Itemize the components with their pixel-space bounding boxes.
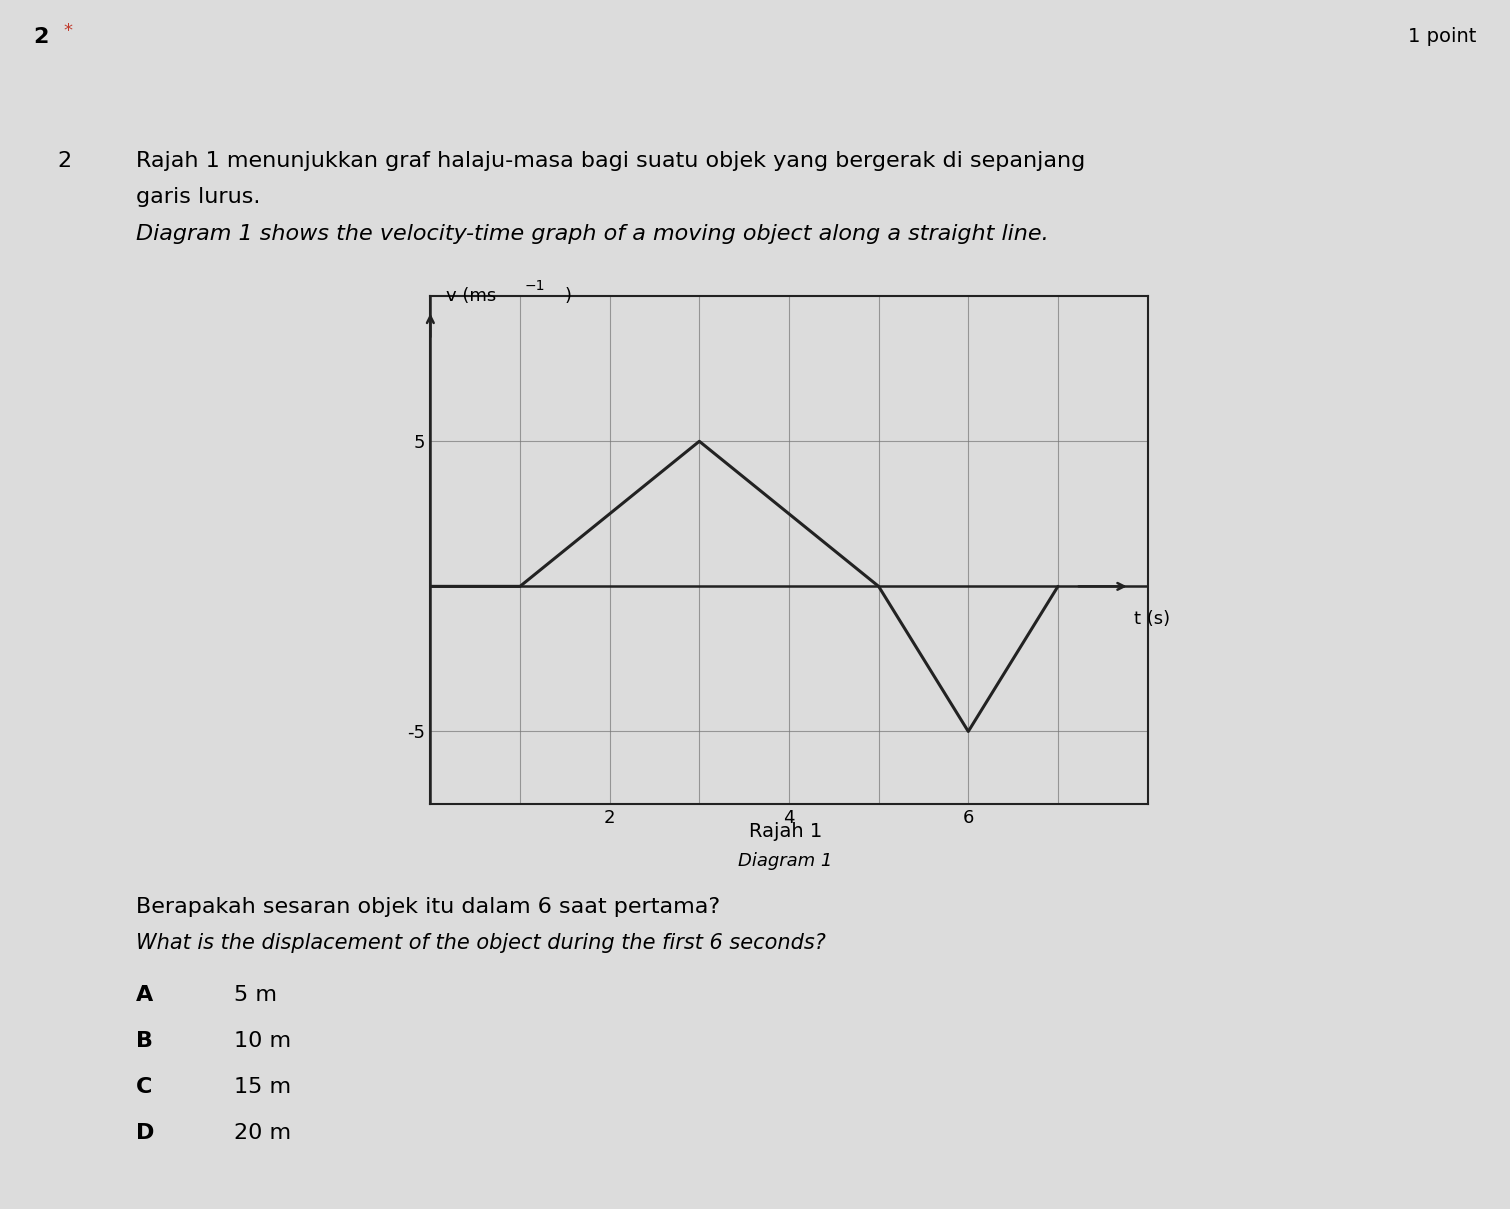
Text: B: B: [136, 1031, 153, 1052]
Text: 15 m: 15 m: [234, 1077, 291, 1098]
Text: −1: −1: [524, 279, 545, 294]
Text: Diagram 1 shows the velocity-time graph of a moving object along a straight line: Diagram 1 shows the velocity-time graph …: [136, 224, 1048, 244]
Text: D: D: [136, 1123, 154, 1144]
Text: v (ms: v (ms: [447, 287, 497, 305]
Text: ): ): [565, 287, 572, 305]
Text: Berapakah sesaran objek itu dalam 6 saat pertama?: Berapakah sesaran objek itu dalam 6 saat…: [136, 897, 720, 918]
Text: 2: 2: [33, 27, 48, 47]
Text: 1 point: 1 point: [1409, 27, 1477, 46]
Text: t (s): t (s): [1134, 609, 1170, 627]
Text: 10 m: 10 m: [234, 1031, 291, 1052]
Text: Diagram 1: Diagram 1: [738, 852, 832, 870]
Text: *: *: [63, 22, 72, 40]
Text: What is the displacement of the object during the first 6 seconds?: What is the displacement of the object d…: [136, 933, 826, 954]
Text: 5 m: 5 m: [234, 985, 276, 1006]
Text: Rajah 1 menunjukkan graf halaju-masa bagi suatu objek yang bergerak di sepanjang: Rajah 1 menunjukkan graf halaju-masa bag…: [136, 151, 1086, 172]
Text: A: A: [136, 985, 153, 1006]
Text: Rajah 1: Rajah 1: [749, 822, 821, 841]
Text: 20 m: 20 m: [234, 1123, 291, 1144]
Text: C: C: [136, 1077, 153, 1098]
Text: 2: 2: [57, 151, 71, 172]
Text: garis lurus.: garis lurus.: [136, 187, 260, 208]
